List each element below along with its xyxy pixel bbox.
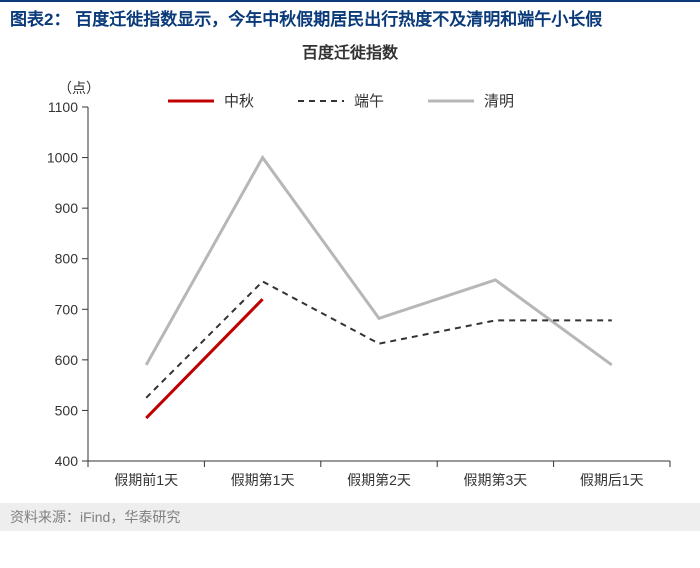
x-tick-label: 假期第1天 xyxy=(231,472,295,488)
source-footer: 资料来源：iFind，华泰研究 xyxy=(0,503,700,531)
y-tick-label: 400 xyxy=(55,453,79,469)
series-line xyxy=(146,157,612,364)
y-tick-label: 600 xyxy=(55,351,79,367)
legend-label: 中秋 xyxy=(224,93,254,110)
y-tick-label: 1000 xyxy=(47,149,78,165)
line-chart-svg: （点） 400 500 600 700 800 900 1000 1100 假期前1天 假期第1天 假… xyxy=(10,63,690,503)
chart-title: 百度迁徙指数 xyxy=(0,39,700,63)
y-tick-label: 1100 xyxy=(48,99,78,115)
chart-area: （点） 400 500 600 700 800 900 1000 1100 假期前1天 假期第1天 假… xyxy=(10,63,690,503)
y-tick-label: 500 xyxy=(55,402,79,418)
y-unit-label: （点） xyxy=(58,80,100,96)
figure-title-prefix: 图表2： xyxy=(10,10,70,29)
series-line xyxy=(146,299,262,418)
legend-label: 端午 xyxy=(354,93,384,110)
y-tick-label: 800 xyxy=(55,250,79,266)
x-tick-label: 假期第2天 xyxy=(347,472,411,488)
x-tick-label: 假期第3天 xyxy=(464,472,528,488)
x-tick-label: 假期后1天 xyxy=(580,472,644,488)
y-tick-label: 900 xyxy=(55,200,79,216)
figure-title: 图表2： 百度迁徙指数显示，今年中秋假期居民出行热度不及清明和端午小长假 xyxy=(0,2,700,37)
series-line xyxy=(146,281,612,397)
x-tick-label: 假期前1天 xyxy=(114,472,178,488)
y-tick-label: 700 xyxy=(55,301,79,317)
figure-title-text: 百度迁徙指数显示，今年中秋假期居民出行热度不及清明和端午小长假 xyxy=(75,10,602,29)
legend-label: 清明 xyxy=(484,93,514,110)
